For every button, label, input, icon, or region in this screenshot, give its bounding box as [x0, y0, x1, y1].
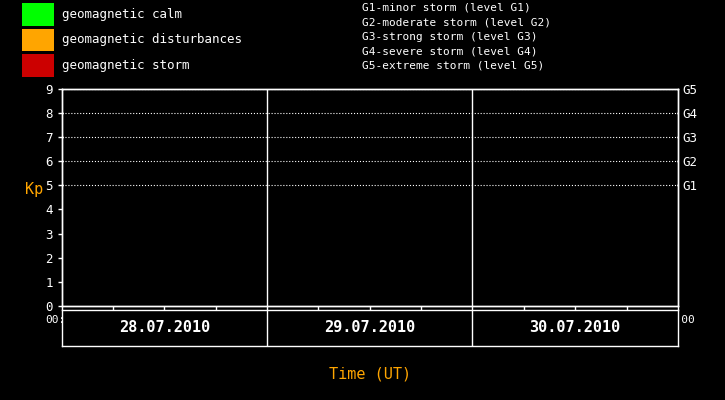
- FancyBboxPatch shape: [22, 3, 54, 26]
- Text: G2-moderate storm (level G2): G2-moderate storm (level G2): [362, 17, 552, 27]
- Text: geomagnetic disturbances: geomagnetic disturbances: [62, 34, 241, 46]
- Y-axis label: Kp: Kp: [25, 182, 43, 198]
- Text: G3-strong storm (level G3): G3-strong storm (level G3): [362, 32, 538, 42]
- FancyBboxPatch shape: [22, 54, 54, 77]
- Text: G1-minor storm (level G1): G1-minor storm (level G1): [362, 3, 531, 13]
- FancyBboxPatch shape: [22, 29, 54, 51]
- Text: 29.07.2010: 29.07.2010: [324, 320, 415, 336]
- Text: geomagnetic storm: geomagnetic storm: [62, 59, 189, 72]
- Text: G4-severe storm (level G4): G4-severe storm (level G4): [362, 46, 538, 56]
- Text: 30.07.2010: 30.07.2010: [529, 320, 621, 336]
- Text: 28.07.2010: 28.07.2010: [119, 320, 210, 336]
- Text: geomagnetic calm: geomagnetic calm: [62, 8, 182, 21]
- Text: G5-extreme storm (level G5): G5-extreme storm (level G5): [362, 61, 544, 70]
- Text: Time (UT): Time (UT): [328, 366, 411, 382]
